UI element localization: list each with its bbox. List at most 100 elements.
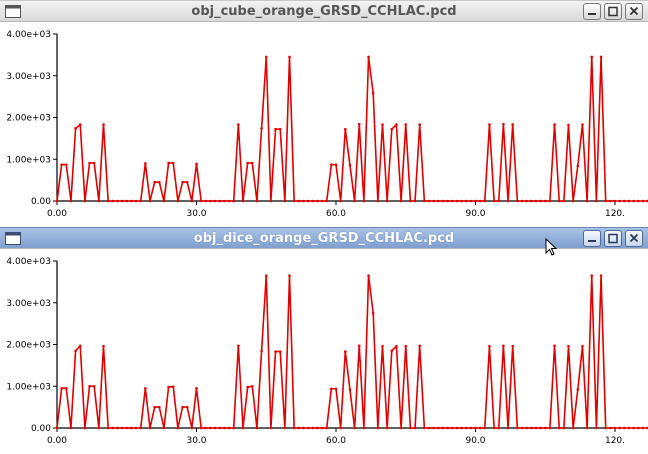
data-point	[97, 199, 101, 203]
data-point	[520, 199, 524, 203]
data-point	[274, 350, 277, 353]
maximize-button[interactable]	[604, 3, 622, 20]
data-point	[418, 344, 422, 348]
data-point	[264, 274, 268, 277]
data-point	[65, 387, 68, 390]
close-icon	[629, 6, 639, 16]
data-point	[357, 344, 361, 348]
data-point	[260, 127, 263, 130]
data-point	[148, 426, 152, 430]
data-point	[571, 199, 575, 203]
data-point	[195, 162, 198, 166]
data-point	[548, 426, 552, 430]
data-point	[339, 199, 342, 203]
data-point	[404, 344, 408, 348]
data-point	[106, 199, 110, 203]
data-point	[520, 426, 524, 430]
y-tick-label: 4.00e+03	[6, 30, 51, 40]
maximize-button[interactable]	[604, 230, 622, 247]
data-point	[325, 199, 329, 203]
window-menu-icon[interactable]	[5, 232, 21, 245]
data-point	[74, 127, 77, 130]
data-point	[502, 122, 505, 126]
close-button[interactable]	[625, 3, 643, 20]
data-point	[530, 199, 533, 203]
plot-window-dice[interactable]: obj_dice_orange_GRSD_CCHLAC.pcd 0.00 1.00…	[0, 227, 648, 454]
data-point	[595, 199, 598, 203]
data-point	[530, 426, 533, 430]
data-point	[241, 426, 245, 430]
data-point	[534, 426, 538, 430]
data-point	[269, 426, 273, 430]
data-point	[455, 426, 459, 430]
histogram-plot: 0.00 1.00e+03 2.00e+03 3.00e+03 4.00e+03 0.00…	[6, 30, 648, 219]
data-point	[171, 385, 175, 388]
data-point	[185, 180, 189, 184]
data-point	[409, 199, 412, 203]
plot-window-cube[interactable]: obj_cube_orange_GRSD_CCHLAC.pcd 0.00 1.00…	[0, 0, 648, 227]
data-point	[167, 385, 170, 389]
data-point	[539, 199, 542, 203]
data-point	[418, 123, 422, 126]
x-tick-label: 30.0	[186, 436, 206, 446]
data-point	[134, 426, 138, 430]
data-point	[97, 426, 101, 430]
data-point	[423, 426, 426, 430]
data-point	[251, 161, 254, 165]
series-line	[56, 274, 648, 429]
data-point	[464, 199, 468, 203]
y-tick-label: 2.00e+03	[6, 114, 51, 124]
data-point	[297, 426, 301, 430]
data-point	[78, 344, 82, 348]
data-point	[88, 384, 91, 388]
data-point	[55, 426, 59, 430]
data-point	[283, 426, 287, 430]
data-point	[218, 199, 222, 203]
data-point	[562, 199, 566, 203]
data-point	[557, 199, 561, 203]
data-point	[427, 426, 431, 430]
data-point	[223, 426, 226, 430]
minimize-button[interactable]	[583, 230, 601, 247]
data-point	[288, 55, 291, 59]
data-point	[478, 426, 482, 430]
data-point	[171, 161, 175, 165]
data-point	[613, 199, 617, 203]
data-point	[399, 199, 403, 203]
data-point	[325, 426, 329, 430]
data-point	[385, 199, 389, 203]
data-point	[344, 350, 347, 353]
data-point	[255, 426, 259, 430]
window-menu-icon[interactable]	[5, 5, 21, 18]
minimize-icon	[588, 13, 596, 15]
data-point	[590, 274, 594, 277]
x-tick-label: 30.0	[186, 209, 206, 219]
data-point	[334, 163, 338, 166]
data-point	[567, 123, 570, 127]
data-point	[553, 123, 556, 126]
data-point	[571, 426, 575, 430]
data-point	[478, 199, 482, 203]
minimize-button[interactable]	[583, 3, 601, 20]
data-point	[139, 199, 142, 203]
data-point	[460, 199, 463, 203]
data-point	[102, 344, 105, 348]
data-point	[278, 350, 282, 353]
data-point	[232, 199, 235, 203]
close-button[interactable]	[625, 230, 643, 247]
data-point	[385, 426, 389, 430]
data-point	[585, 199, 589, 203]
data-point	[306, 199, 310, 203]
window-titlebar[interactable]: obj_dice_orange_GRSD_CCHLAC.pcd	[0, 227, 648, 249]
data-point	[576, 164, 580, 168]
data-point	[618, 199, 621, 203]
data-point	[144, 387, 147, 390]
data-point	[292, 199, 296, 203]
data-point	[69, 199, 73, 203]
data-point	[609, 426, 612, 430]
data-point	[74, 349, 77, 353]
data-point	[348, 163, 352, 167]
data-point	[251, 384, 254, 388]
window-titlebar[interactable]: obj_cube_orange_GRSD_CCHLAC.pcd	[0, 0, 648, 22]
data-point	[139, 426, 142, 430]
